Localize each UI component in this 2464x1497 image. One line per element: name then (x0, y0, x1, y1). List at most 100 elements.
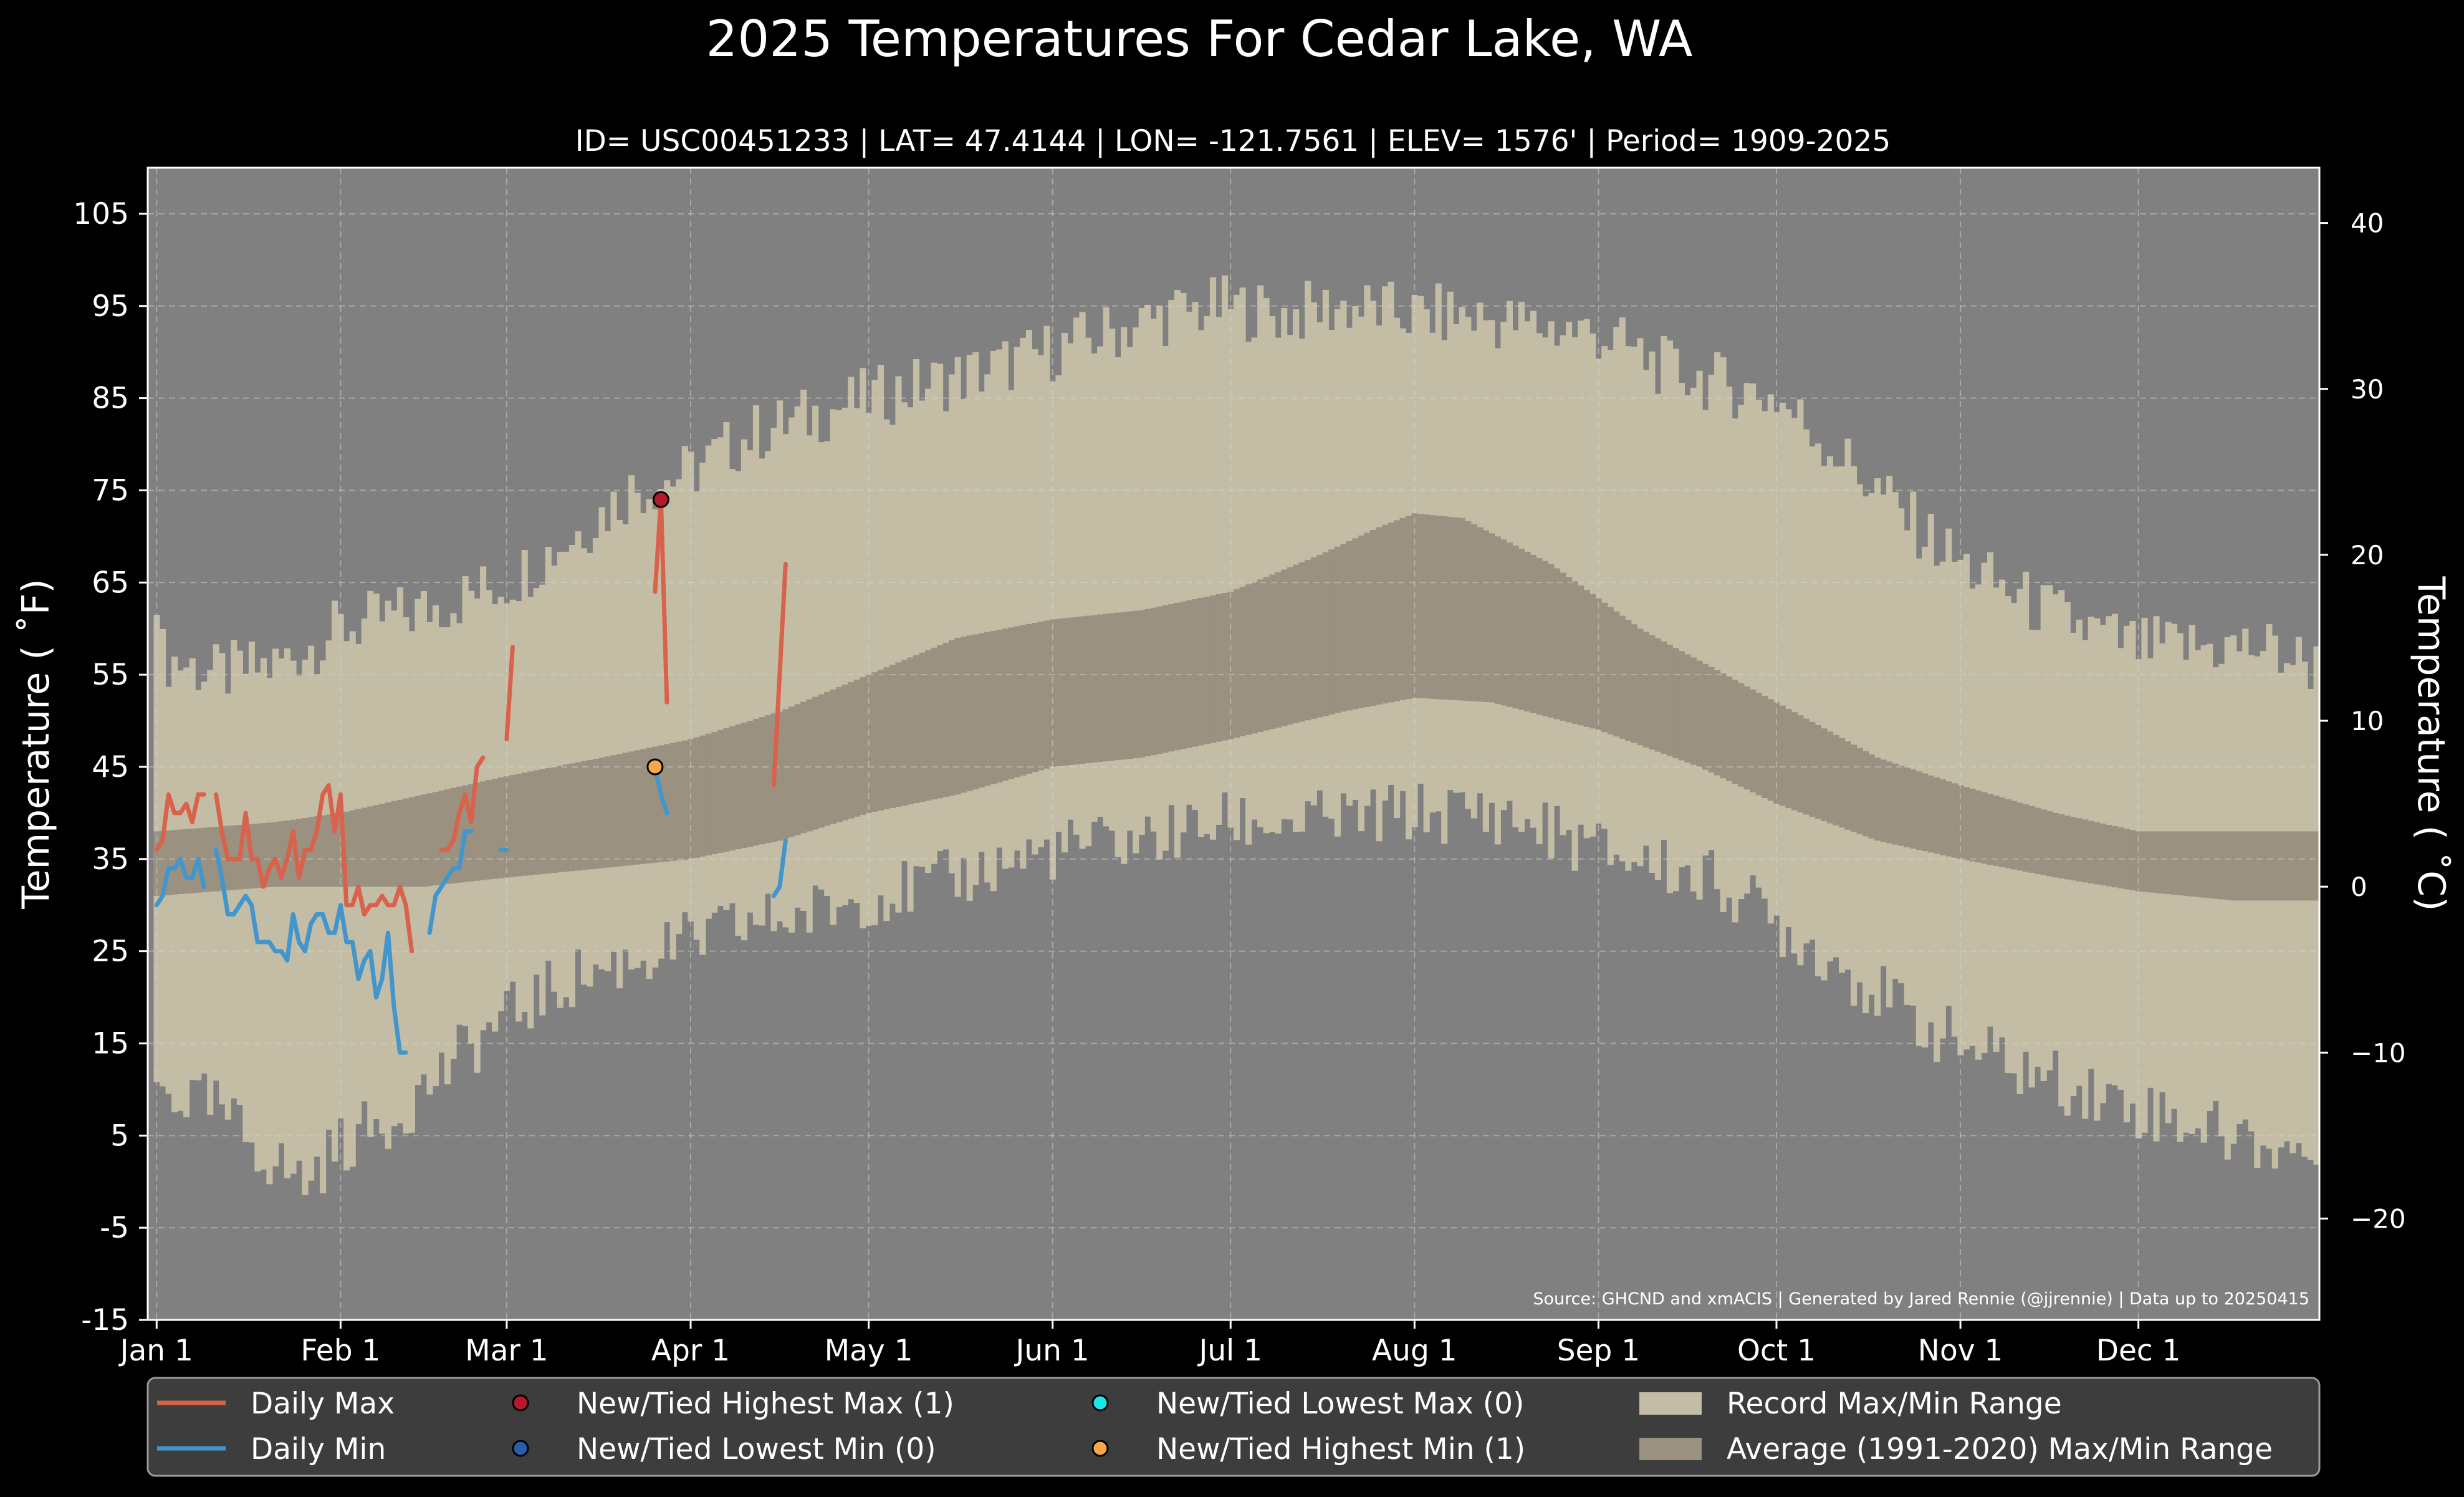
average-range-bar (2040, 809, 2047, 875)
average-range-bar (497, 777, 504, 878)
average-range-bar (1844, 741, 1851, 830)
average-range-bar (1672, 648, 1679, 759)
legend-label: Daily Max (251, 1387, 395, 1421)
y-tick-label: 75 (92, 473, 129, 508)
record-range-bar (1174, 290, 1181, 858)
average-range-bar (824, 691, 831, 826)
record-range-bar (1014, 347, 1020, 851)
record-range-bar (1987, 552, 1994, 1027)
average-range-bar (1969, 789, 1976, 862)
average-range-bar (1429, 515, 1436, 699)
average-range-bar (1121, 612, 1128, 760)
average-range-bar (1346, 541, 1353, 711)
average-range-bar (1755, 693, 1762, 796)
record-range-bar (1696, 370, 1703, 900)
average-range-bar (2123, 829, 2130, 890)
average-range-bar (1310, 557, 1317, 719)
average-range-bar (883, 667, 890, 809)
average-range-bar (735, 724, 742, 850)
record-range-bar (1305, 281, 1311, 802)
average-range-bar (592, 759, 600, 869)
average-range-bar (2023, 804, 2030, 872)
average-range-bar (314, 816, 320, 887)
record-range-bar (1809, 446, 1816, 940)
record-range-bar (954, 357, 961, 897)
average-range-bar (1868, 754, 1875, 839)
average-range-bar (676, 741, 683, 860)
average-range-bar (1168, 604, 1175, 752)
record-range-bar (1654, 393, 1661, 880)
legend-label: New/Tied Lowest Min (0) (577, 1432, 936, 1466)
average-range-bar (913, 655, 920, 804)
average-range-bar (2141, 831, 2148, 892)
average-range-bar (622, 753, 629, 866)
average-range-bar (1061, 618, 1068, 766)
average-range-bar (1548, 564, 1555, 718)
average-range-bar (2218, 831, 2225, 900)
average-range-bar (1809, 721, 1816, 817)
average-range-bar (1957, 785, 1964, 859)
average-range-bar (777, 711, 784, 841)
record-range-bar (1227, 309, 1234, 828)
average-range-bar (937, 645, 944, 799)
average-range-bar (1215, 594, 1222, 742)
average-range-bar (2135, 831, 2142, 892)
record-range-bar (1055, 375, 1062, 832)
average-range-bar (699, 735, 706, 857)
average-range-bar (688, 739, 694, 859)
record-range-bar (622, 524, 629, 950)
average-range-bar (2242, 831, 2249, 901)
average-range-bar (2313, 831, 2320, 901)
legend-dot-swatch (1091, 1394, 1109, 1412)
average-range-bar (2088, 821, 2094, 883)
average-range-bar (207, 827, 214, 892)
average-range-bar (1536, 557, 1543, 715)
average-range-bar (2159, 831, 2166, 894)
record-range-bar (207, 670, 214, 1115)
average-range-bar (2165, 831, 2172, 895)
record-range-bar (770, 428, 777, 931)
record-range-bar (2307, 688, 2314, 1160)
x-tick-label: Jul 1 (1197, 1334, 1262, 1368)
average-range-bar (1720, 673, 1727, 779)
average-range-bar (1340, 544, 1347, 712)
average-range-bar (2028, 806, 2035, 873)
average-range-bar (1441, 516, 1448, 700)
record-range-bar (1310, 302, 1317, 806)
record-range-bar (1619, 317, 1626, 862)
record-range-bar (1215, 317, 1222, 825)
record-range-bar (806, 435, 813, 933)
average-range-bar (444, 789, 451, 884)
average-range-bar (652, 746, 659, 863)
average-range-bar (1601, 602, 1608, 733)
average-range-bar (171, 830, 178, 895)
average-range-bar (1642, 632, 1649, 748)
record-range-bar (1892, 492, 1899, 979)
average-range-bar (1192, 599, 1199, 747)
average-range-bar (1696, 660, 1703, 767)
y-tick-label: 5 (110, 1119, 129, 1153)
average-range-bar (1352, 538, 1359, 710)
average-range-bar (201, 827, 208, 893)
average-range-bar (1287, 567, 1293, 725)
average-range-bar (1518, 549, 1525, 710)
average-range-bar (539, 769, 546, 874)
average-range-bar (2117, 827, 2124, 888)
record-range-bar (818, 442, 825, 890)
y-tick-label: 25 (92, 935, 129, 969)
average-range-bar (385, 802, 391, 887)
record-range-bar (1138, 308, 1145, 835)
record-range-bar (1032, 349, 1038, 855)
right-axis-ticks: 40 30 20 10 0 −10 −20 (2319, 208, 2406, 1234)
average-range-bar (1963, 787, 1970, 860)
record-range-bar (2289, 665, 2296, 1153)
record-range-bar (1791, 418, 1798, 954)
average-range-bar (332, 814, 338, 887)
average-range-bar (1186, 600, 1192, 748)
record-range-bar (830, 409, 837, 925)
y2-axis-label: Temperature ( ˚C) (2409, 576, 2453, 912)
record-range-bar (1755, 400, 1762, 888)
average-range-bar (1037, 622, 1044, 771)
y-tick-label: -5 (100, 1211, 129, 1245)
average-range-bar (486, 780, 492, 880)
